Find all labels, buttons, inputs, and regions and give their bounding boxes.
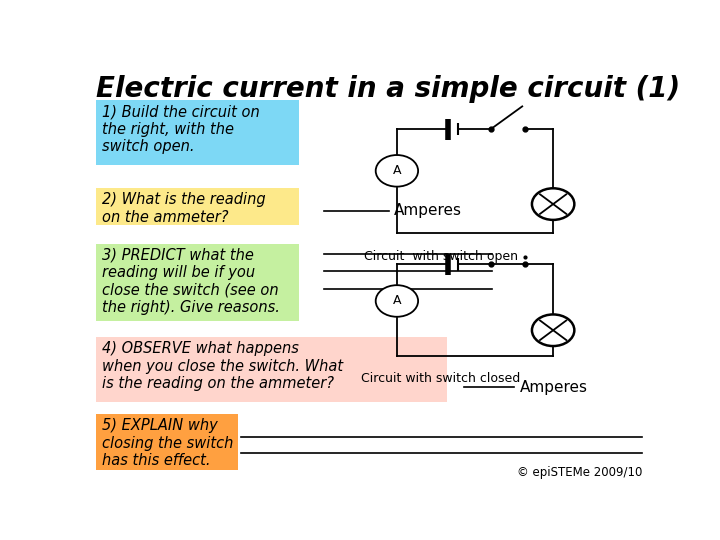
Text: A: A bbox=[392, 164, 401, 177]
Text: 1) Build the circuit on
the right, with the
switch open.: 1) Build the circuit on the right, with … bbox=[102, 104, 260, 154]
FancyBboxPatch shape bbox=[96, 244, 300, 321]
Text: © epiSTEMe 2009/10: © epiSTEMe 2009/10 bbox=[517, 465, 642, 478]
Text: 4) OBSERVE what happens
when you close the switch. What
is the reading on the am: 4) OBSERVE what happens when you close t… bbox=[102, 341, 343, 391]
Text: Circuit with switch closed: Circuit with switch closed bbox=[361, 373, 521, 386]
FancyBboxPatch shape bbox=[96, 188, 300, 225]
Text: 5) EXPLAIN why
closing the switch
has this effect.: 5) EXPLAIN why closing the switch has th… bbox=[102, 418, 234, 468]
FancyBboxPatch shape bbox=[96, 414, 238, 470]
Text: Amperes: Amperes bbox=[520, 380, 588, 395]
Circle shape bbox=[376, 155, 418, 187]
Text: Amperes: Amperes bbox=[394, 203, 462, 218]
Text: Circuit  with switch open: Circuit with switch open bbox=[364, 250, 518, 263]
Text: 2) What is the reading
on the ammeter?: 2) What is the reading on the ammeter? bbox=[102, 192, 266, 225]
Circle shape bbox=[532, 188, 575, 220]
Text: A: A bbox=[392, 294, 401, 307]
Circle shape bbox=[376, 285, 418, 317]
FancyBboxPatch shape bbox=[96, 100, 300, 165]
Circle shape bbox=[532, 314, 575, 346]
Text: 3) PREDICT what the
reading will be if you
close the switch (see on
the right). : 3) PREDICT what the reading will be if y… bbox=[102, 248, 280, 315]
Text: Electric current in a simple circuit (1): Electric current in a simple circuit (1) bbox=[96, 75, 680, 103]
FancyBboxPatch shape bbox=[96, 337, 447, 402]
